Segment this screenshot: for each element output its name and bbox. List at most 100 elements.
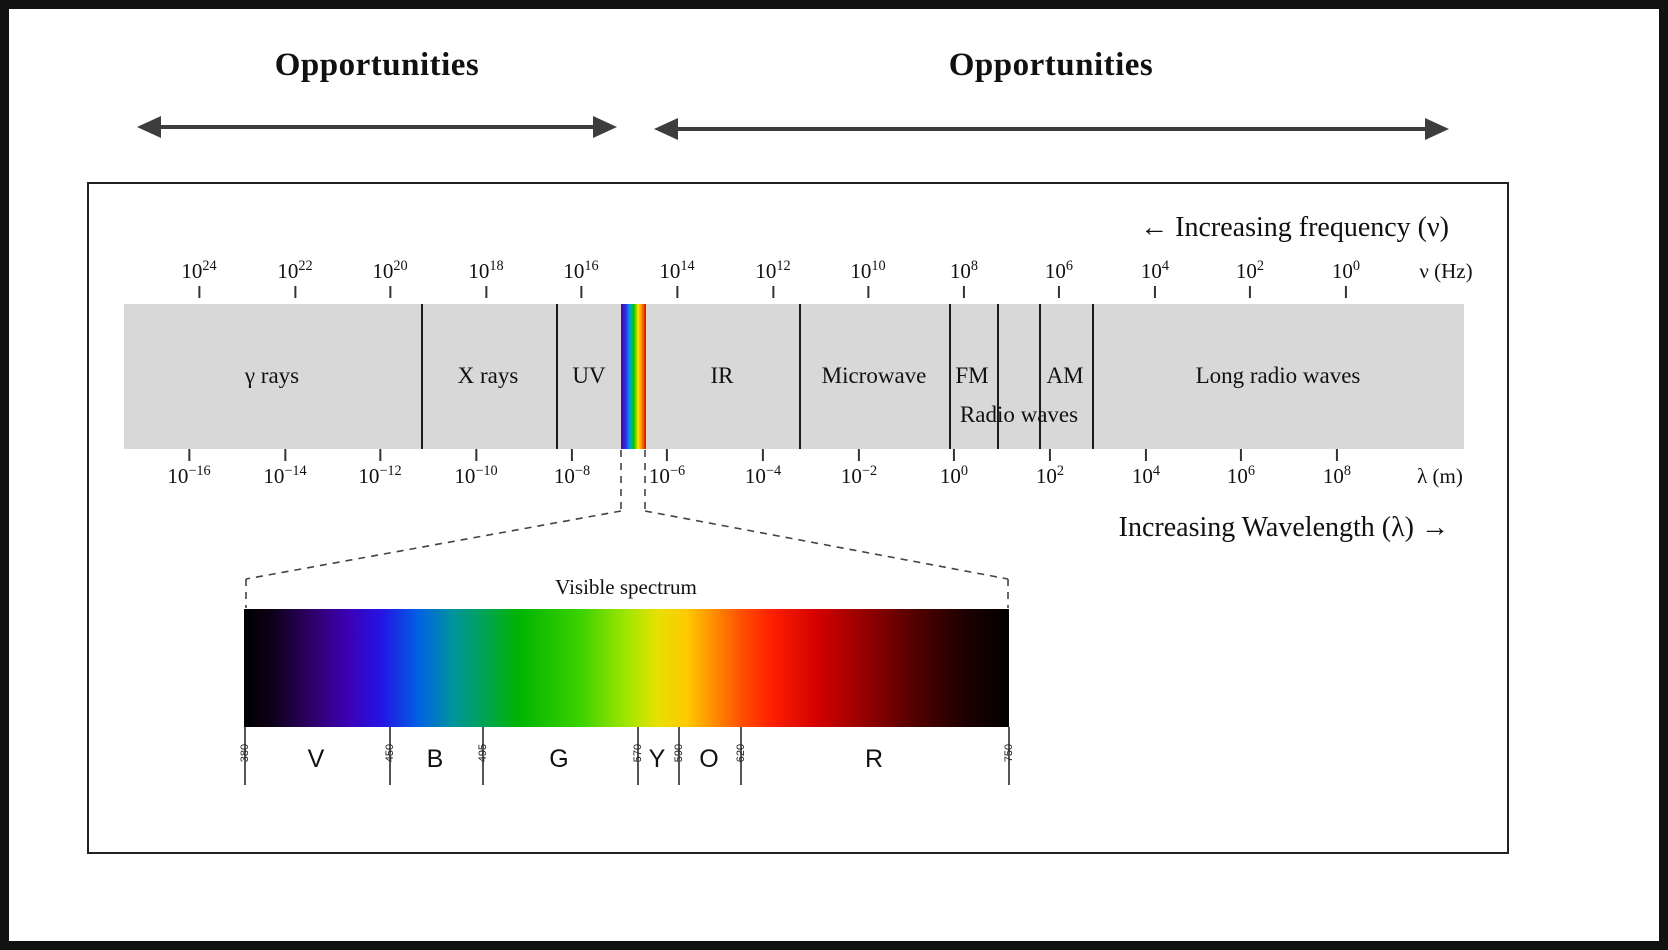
freq-tick-label: 1016 [563,258,599,283]
region-gamma-rays: γ rays [244,363,300,388]
freq-tick-label: 104 [1140,258,1170,283]
freq-tick: 1024 [181,258,217,298]
visible-spectrum-band [244,609,1009,727]
wave-tick: 100 [940,449,968,489]
left-opportunities-heading: Opportunities [274,47,480,83]
wave-tick: 102 [1036,449,1064,489]
freq-tick-label: 1020 [372,258,408,283]
frequency-unit-label: ν (Hz) [1419,259,1473,283]
tick-mark [188,449,190,461]
tick-mark [1057,286,1060,298]
wave-tick: 10−6 [649,449,685,489]
wave-tick: 10−12 [358,449,402,489]
freq-tick: 108 [950,258,978,298]
region-long-radio-waves: Long radio waves [1195,363,1361,388]
freq-tick: 1014 [659,258,695,298]
right-double-arrow-icon [654,118,1449,140]
region-divider [421,304,423,449]
freq-tick-label: 1014 [659,258,695,283]
visible-color-blue-label: B [426,745,444,773]
visible-tick: 750 [1003,727,1015,785]
wave-tick: 10−8 [554,449,590,489]
visible-color-orange-label: O [699,745,719,773]
freq-tick: 100 [1332,258,1360,298]
tick-mark [579,286,582,298]
freq-tick-label: 106 [1044,258,1074,283]
tick-mark [866,286,869,298]
tick-mark [1248,286,1251,298]
visible-color-violet-label: V [307,745,325,773]
freq-tick: 1022 [277,258,313,298]
visible-tick-label: 750 [1003,743,1015,763]
freq-tick: 1012 [755,258,791,298]
tick-mark [675,286,678,298]
freq-tick: 1016 [563,258,599,298]
region-divider [1039,304,1041,449]
visible-tick: 450 [384,727,396,785]
wave-tick-label: 10−8 [553,463,591,488]
wave-tick: 10−2 [841,449,877,489]
tick-mark [771,286,774,298]
tick-mark [1144,449,1147,461]
region-x-rays: X rays [457,363,519,388]
freq-tick-label: 1010 [850,258,886,283]
visible-tick-label: 570 [632,743,644,763]
wave-tick-label: 10−6 [648,463,686,488]
visible-tick: 620 [735,727,747,785]
tick-mark [952,449,955,461]
region-fm: FM [955,363,989,388]
freq-tick: 102 [1236,258,1264,298]
region-divider [997,304,999,449]
freq-tick-label: 1012 [755,258,791,283]
wave-tick-label: 10−2 [840,463,878,488]
tick-mark [388,286,391,298]
tick-mark [1344,286,1347,298]
wave-tick-label: 100 [939,463,969,488]
wave-tick: 10−16 [167,449,211,489]
tick-mark [1048,449,1051,461]
wave-tick-label: 10−4 [744,463,782,488]
wave-tick: 106 [1227,449,1255,489]
visible-color-green-label: G [549,745,569,773]
double-arrow-icons [137,116,1449,140]
visible-tick-label: 495 [477,743,489,763]
freq-tick: 1018 [468,258,504,298]
freq-tick-label: 1018 [468,258,504,283]
tick-mark [762,449,764,461]
tick-mark [1239,449,1242,461]
freq-tick: 1010 [850,258,886,298]
region-divider [556,304,558,449]
freq-tick-label: 108 [949,258,979,283]
tick-mark [379,449,381,461]
wave-tick-label: 10−14 [263,463,307,488]
wavelength-unit-label: λ (m) [1417,464,1463,488]
region-divider [799,304,801,449]
right-opportunities-heading: Opportunities [948,47,1154,83]
tick-mark [475,449,477,461]
spectrum-band [124,304,1464,449]
wave-tick: 10−4 [745,449,781,489]
tick-mark [962,286,965,298]
freq-tick-label: 1024 [181,258,217,283]
freq-tick: 104 [1141,258,1169,298]
wave-tick-label: 106 [1226,463,1256,488]
freq-tick-label: 100 [1331,258,1361,283]
tick-mark [1335,449,1338,461]
visible-spectrum-title: Visible spectrum [555,575,697,599]
region-radio-waves: Radio waves [959,402,1079,427]
increasing-wavelength-label: Increasing Wavelength (λ) → [1118,512,1449,543]
visible-tick: 495 [477,727,489,785]
tick-mark [284,449,286,461]
visible-tick-label: 450 [384,743,396,763]
tick-mark [1153,286,1156,298]
wave-tick-label: 104 [1131,463,1161,488]
freq-tick-label: 1022 [277,258,313,283]
visible-tick-label: 620 [735,743,747,763]
tick-mark [197,286,200,298]
visible-tick: 590 [673,727,685,785]
region-uv: UV [572,363,606,388]
visible-color-yellow-label: Y [648,745,666,773]
tick-mark [571,449,573,461]
wave-tick-label: 10−10 [454,463,498,488]
